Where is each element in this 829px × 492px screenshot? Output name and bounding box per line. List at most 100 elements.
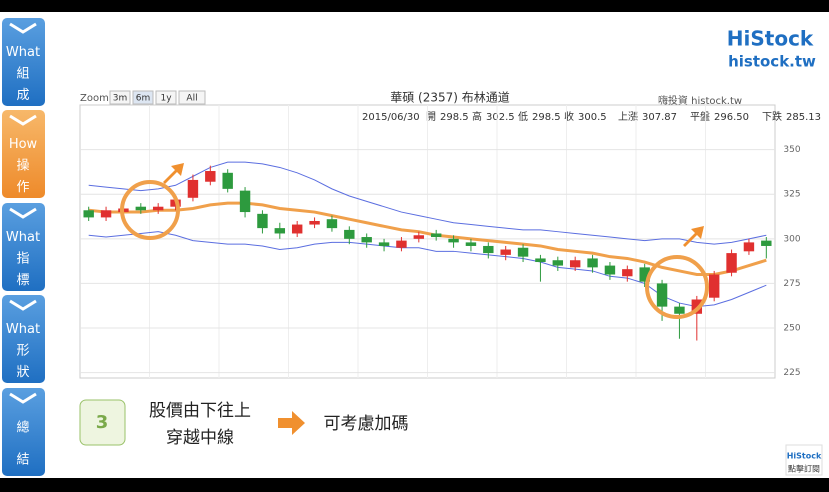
y-tick-label: 350: [783, 145, 800, 155]
candle-body: [517, 247, 529, 257]
step-badge: [79, 399, 126, 446]
candle-body: [396, 240, 407, 248]
chevron: [9, 22, 37, 34]
background: [0, 12, 829, 478]
y-tick-label: 275: [783, 279, 800, 289]
step-number: 3: [96, 412, 109, 433]
candle-body: [239, 190, 251, 213]
info-item: 285.13: [786, 112, 821, 123]
candle-body: [674, 306, 685, 314]
tab-label: 作: [16, 180, 29, 195]
candle-body: [100, 210, 112, 218]
tab-label: 成: [16, 88, 29, 103]
candle-body: [135, 206, 147, 211]
tab-label: 總: [16, 420, 29, 436]
candle-body: [500, 249, 511, 255]
candle-body: [569, 260, 581, 268]
tab-label: 組: [16, 67, 29, 82]
info-item: 平盤: [690, 110, 710, 123]
tab-label: 結: [16, 453, 29, 468]
subscribe-logo: HiStock: [787, 452, 822, 461]
caption-line: 穿越中線: [166, 428, 234, 448]
caption-line: 股價由下往上: [149, 401, 251, 421]
zoom-button[interactable]: [155, 90, 177, 105]
candle-body: [691, 299, 703, 314]
chevron: [9, 392, 37, 404]
candle-body: [743, 242, 755, 252]
logo: HiStock: [727, 27, 814, 51]
sidebar-tab[interactable]: [2, 110, 45, 198]
candle-body: [639, 267, 650, 282]
y-tick-label: 300: [783, 234, 800, 244]
zoom-button-label: 1y: [160, 94, 172, 104]
info-item: 開: [426, 111, 436, 123]
candle-body: [361, 237, 372, 243]
info-item: 307.87: [642, 112, 677, 123]
sidebar-tab[interactable]: [2, 18, 45, 106]
info-item: 302.5: [486, 112, 515, 123]
candle-body: [344, 229, 355, 239]
sidebar-tab[interactable]: [2, 203, 45, 291]
caption-result: 可考慮加碼: [324, 414, 409, 434]
chevron: [9, 114, 37, 126]
highlight-circle: [120, 180, 180, 240]
info-item: 上漲: [618, 111, 638, 123]
candle-body: [413, 235, 425, 239]
info-item: 298.5: [440, 112, 469, 123]
candle-body: [205, 171, 216, 182]
info-item: 296.50: [714, 112, 749, 123]
info-item: 300.5: [578, 112, 607, 123]
tab-label: 狀: [16, 365, 29, 380]
candle-body: [378, 242, 390, 246]
candle-body: [187, 179, 199, 198]
plot: 225 250 275 300 325 350: [80, 105, 801, 378]
bollinger-band: [88, 231, 767, 308]
candle-body: [430, 233, 442, 238]
tab-label: What: [6, 230, 40, 245]
info-item: 298.5: [532, 112, 561, 123]
y-tick-label: 225: [783, 368, 800, 378]
candle-body: [535, 258, 546, 263]
info-item: 收: [564, 110, 574, 123]
tab-label: 指: [16, 252, 29, 267]
candle-body: [309, 220, 320, 225]
zoom-button-label: 3m: [113, 94, 128, 104]
subscribe-box[interactable]: [785, 444, 823, 476]
candle-body: [483, 245, 494, 254]
candle-body: [726, 253, 737, 273]
info-item: 低: [518, 110, 528, 123]
arrow: [163, 163, 184, 184]
candle-body: [274, 228, 286, 234]
subscribe-text: 點擊訂閱: [788, 464, 820, 474]
info-item: 下跌: [762, 110, 782, 123]
candle-body: [622, 269, 633, 277]
candle-body: [152, 206, 164, 211]
y-tick-label: 250: [783, 324, 800, 334]
candle-body: [257, 213, 268, 229]
candle-body: [465, 242, 477, 246]
chevron: [9, 299, 37, 311]
candle-body: [761, 240, 772, 246]
chart-source: 嗨投資 histock.tw: [658, 94, 742, 107]
candle-body: [448, 238, 459, 243]
zoom-button[interactable]: [178, 90, 206, 105]
bollinger-band: [88, 161, 767, 245]
sidebar-tab[interactable]: [2, 388, 45, 476]
tab-label: 標: [16, 273, 29, 288]
candle-body: [83, 210, 94, 218]
logo-url: histock.tw: [728, 53, 816, 71]
chevron: [9, 207, 37, 219]
sidebar-tab[interactable]: [2, 295, 45, 383]
candle-body: [656, 283, 668, 307]
info-item: 2015/06/30: [362, 112, 420, 123]
zoom-button[interactable]: [132, 90, 154, 105]
tab-label: What: [6, 322, 40, 337]
arrow: [683, 226, 704, 247]
candle-body: [552, 260, 564, 266]
tab-label: 操: [16, 158, 29, 174]
zoom-button[interactable]: [109, 90, 131, 105]
middle-band: [88, 201, 767, 277]
candle-body: [222, 172, 233, 189]
